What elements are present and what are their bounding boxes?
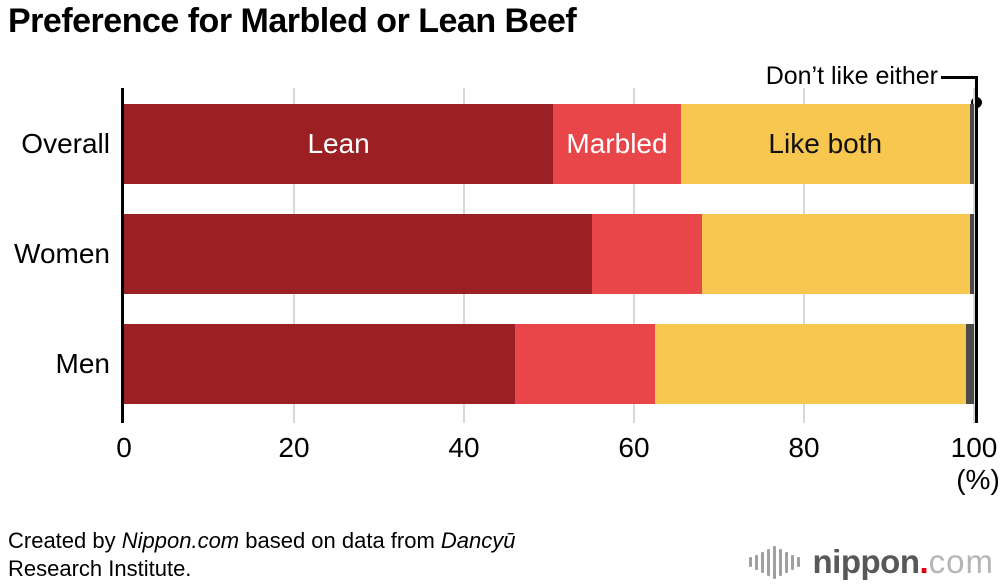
credit-text: Research Institute. <box>8 556 192 581</box>
tick-label-100: 100 <box>950 432 998 463</box>
segment-label: Marbled <box>566 128 668 159</box>
annotation-label: Don’t like either <box>765 62 938 90</box>
soundwave-icon <box>748 545 803 579</box>
bar-segment <box>965 324 974 404</box>
bar-segment <box>969 104 974 184</box>
credit-dancyu: Dancyū <box>440 528 516 553</box>
row-label-women: Women <box>14 238 110 269</box>
logo-name: nippon <box>812 543 920 580</box>
annotation-dot <box>971 97 982 108</box>
bar-row-men <box>124 324 974 404</box>
bar-segment <box>515 324 656 404</box>
logo-dot: . <box>919 543 929 580</box>
credit-text: Created by <box>8 528 122 553</box>
segment-label: Lean <box>307 128 370 159</box>
annotation-vertical-line <box>975 76 978 423</box>
credit-text: based on data from <box>239 528 441 553</box>
tick-label-80: 80 <box>788 432 820 463</box>
row-label-men: Men <box>55 348 110 379</box>
row-label-overall: Overall <box>21 128 110 159</box>
nippon-logo: nippon . com <box>748 540 994 584</box>
tick-label-60: 60 <box>618 432 650 463</box>
bar-segment <box>591 214 702 294</box>
credit-nippon: Nippon.com <box>121 528 240 553</box>
tick-label-0: 0 <box>116 432 132 463</box>
bar-segment <box>124 214 592 294</box>
tick-label-40: 40 <box>448 432 480 463</box>
grid-line <box>973 88 975 423</box>
source-credit: Created by Nippon.com based on data from… <box>8 527 648 583</box>
bar-segment: Marbled <box>553 104 681 184</box>
bar-row-women <box>124 214 974 294</box>
chart-title: Preference for Marbled or Lean Beef <box>8 2 577 40</box>
bar-segment <box>655 324 966 404</box>
logo-tld: com <box>928 543 994 580</box>
bar-segment: Lean <box>124 104 554 184</box>
plot-area: Lean Marbled Like both <box>121 88 975 423</box>
annotation-connector-line <box>941 76 978 79</box>
segment-label: Like both <box>768 128 883 159</box>
bar-segment: Like both <box>680 104 970 184</box>
bar-segment <box>969 214 974 294</box>
bar-segment <box>702 214 970 294</box>
y-axis-line <box>121 88 124 423</box>
tick-label-20: 20 <box>278 432 310 463</box>
bar-row-overall: Lean Marbled Like both <box>124 104 974 184</box>
x-axis-unit-label: (%) <box>956 464 1000 495</box>
bar-segment <box>124 324 515 404</box>
